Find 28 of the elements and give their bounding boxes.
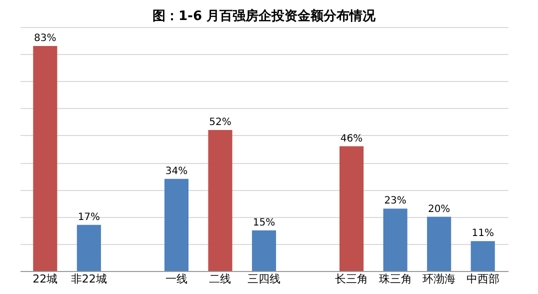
bar xyxy=(470,241,495,271)
bar xyxy=(164,178,188,271)
bar xyxy=(427,216,452,271)
data-label: 52% xyxy=(209,117,232,128)
x-tick-label: 长三角 xyxy=(335,272,368,286)
data-label: 46% xyxy=(340,133,363,144)
bar xyxy=(383,208,408,271)
bar xyxy=(340,146,364,271)
data-label: 23% xyxy=(384,196,406,207)
bar xyxy=(208,130,232,271)
data-label: 15% xyxy=(252,217,276,228)
data-label: 83% xyxy=(34,32,56,44)
x-tick-label: 非22城 xyxy=(70,272,107,286)
chart-title: 图：1-6 月百强房企投资金额分布情况 xyxy=(152,8,377,24)
x-tick-label: 中西部 xyxy=(466,272,500,286)
data-label: 34% xyxy=(165,166,188,177)
x-tick-label: 珠三角 xyxy=(378,272,412,286)
x-tick-label: 一线 xyxy=(165,272,188,286)
x-tick-label: 环渤海 xyxy=(422,272,456,286)
bar xyxy=(33,46,58,271)
bar xyxy=(252,230,276,271)
x-tick-label: 22城 xyxy=(32,272,58,286)
bar xyxy=(76,224,101,271)
x-tick-label: 二线 xyxy=(209,272,232,286)
x-tick-label: 三四线 xyxy=(248,272,280,286)
data-label: 20% xyxy=(428,204,450,215)
data-label: 11% xyxy=(472,228,494,240)
data-label: 17% xyxy=(78,212,100,223)
